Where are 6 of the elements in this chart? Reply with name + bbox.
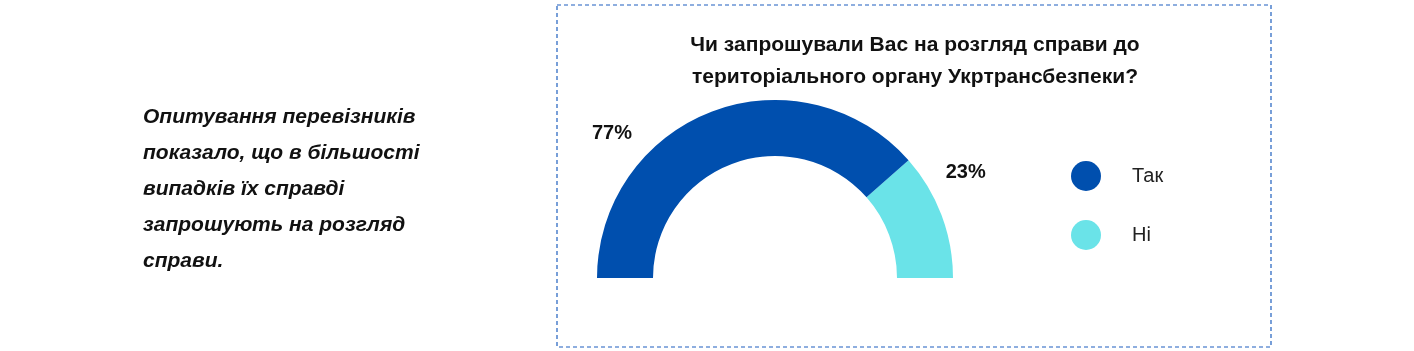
data-label: 77%	[591, 121, 633, 144]
chart-title: Чи запрошували Вас на розгляд справи до територіального органу Укртрансбезпеки?	[690, 32, 1140, 87]
legend-label: Ні	[1132, 223, 1151, 245]
text: Опитування перевізників показало, що в більшості випадків їх справді запрошують на розгляд справи.	[143, 104, 421, 271]
legend-label: Так	[1132, 164, 1164, 186]
data-label: 23%	[945, 160, 986, 183]
